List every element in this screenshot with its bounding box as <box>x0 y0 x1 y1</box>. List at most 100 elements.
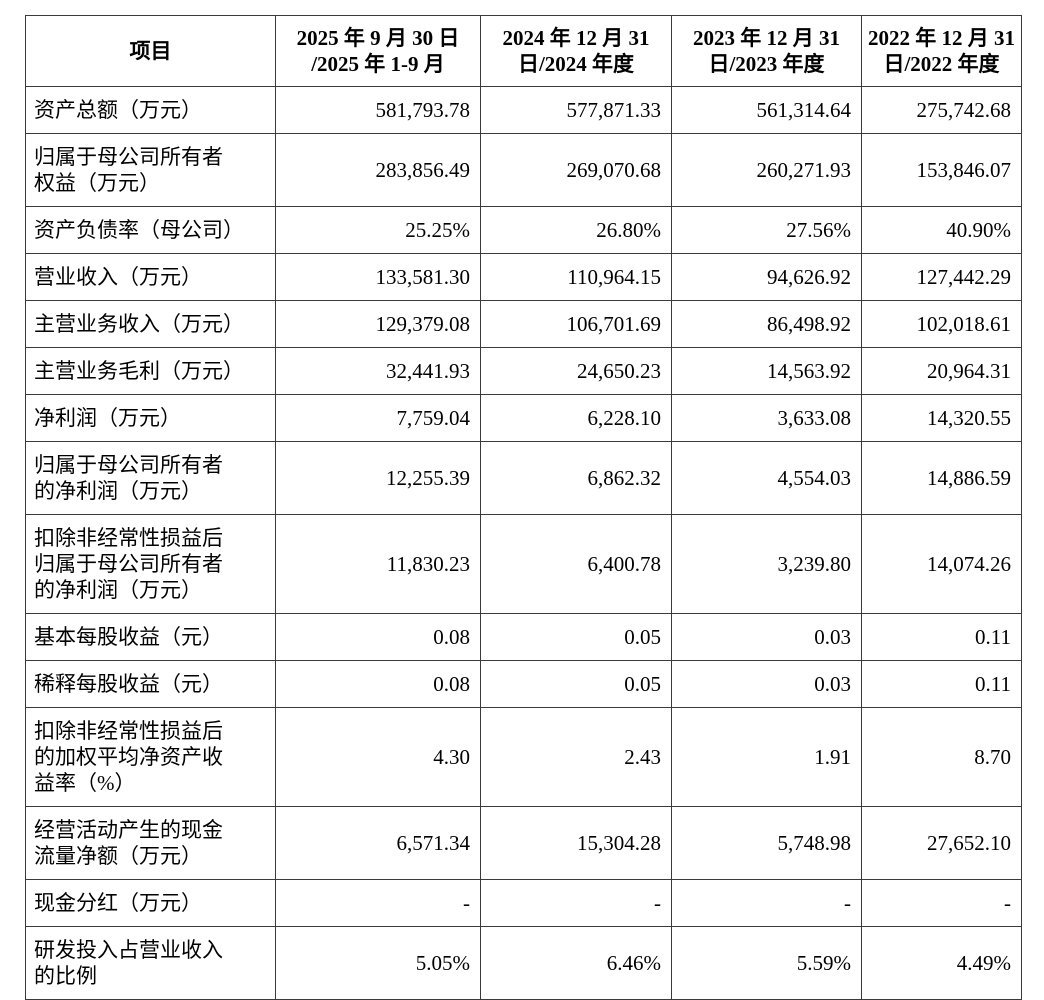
row-value: 4,554.03 <box>671 441 862 515</box>
period-column-header-4: 2022 年 12 月 31 日/2022 年度 <box>861 15 1022 87</box>
row-value: 15,304.28 <box>480 806 672 880</box>
row-label: 研发投入占营业收入 的比例 <box>25 926 276 1000</box>
financial-summary-table: 项目 2025 年 9 月 30 日 /2025 年 1-9 月 2024 年 12… <box>25 15 1022 1000</box>
table-row: 扣除非经常性损益后 归属于母公司所有者 的净利润（万元） 11,830.23 6,4… <box>25 514 1022 614</box>
row-label: 净利润（万元） <box>25 394 276 442</box>
row-value: 269,070.68 <box>480 133 672 207</box>
table-row: 资产总额（万元） 581,793.78 577,871.33 561,314.64 27… <box>25 86 1022 134</box>
row-value: 25.25% <box>275 206 481 254</box>
row-value: - <box>861 879 1022 927</box>
row-value: 275,742.68 <box>861 86 1022 134</box>
row-label: 资产负债率（母公司） <box>25 206 276 254</box>
row-value: 260,271.93 <box>671 133 862 207</box>
row-value: 3,633.08 <box>671 394 862 442</box>
row-value: 14,320.55 <box>861 394 1022 442</box>
period-column-header-3: 2023 年 12 月 31 日/2023 年度 <box>671 15 862 87</box>
row-value: 14,074.26 <box>861 514 1022 614</box>
row-value: 14,563.92 <box>671 347 862 395</box>
row-value: 6.46% <box>480 926 672 1000</box>
row-value: 27.56% <box>671 206 862 254</box>
table-row: 现金分红（万元） - - - - <box>25 879 1022 927</box>
row-value: 0.08 <box>275 660 481 708</box>
row-value: 127,442.29 <box>861 253 1022 301</box>
row-value: 133,581.30 <box>275 253 481 301</box>
row-value: 0.03 <box>671 660 862 708</box>
row-value: 561,314.64 <box>671 86 862 134</box>
table-body: 资产总额（万元） 581,793.78 577,871.33 561,314.64 27… <box>25 86 1022 1000</box>
row-value: 577,871.33 <box>480 86 672 134</box>
row-value: 4.49% <box>861 926 1022 1000</box>
table-row: 资产负债率（母公司） 25.25% 26.80% 27.56% 40.90% <box>25 206 1022 254</box>
row-value: 153,846.07 <box>861 133 1022 207</box>
table-row: 稀释每股收益（元） 0.08 0.05 0.03 0.11 <box>25 660 1022 708</box>
table-row: 扣除非经常性损益后 的加权平均净资产收 益率（%） 4.30 2.43 1.91 8.7… <box>25 707 1022 807</box>
row-label: 经营活动产生的现金 流量净额（万元） <box>25 806 276 880</box>
row-value: 32,441.93 <box>275 347 481 395</box>
row-value: 4.30 <box>275 707 481 807</box>
row-value: 0.08 <box>275 613 481 661</box>
table-row: 主营业务毛利（万元） 32,441.93 24,650.23 14,563.92 20,… <box>25 347 1022 395</box>
table-row: 研发投入占营业收入 的比例 5.05% 6.46% 5.59% 4.49% <box>25 926 1022 1000</box>
row-value: 20,964.31 <box>861 347 1022 395</box>
row-value: 6,862.32 <box>480 441 672 515</box>
row-value: 0.05 <box>480 660 672 708</box>
row-label: 基本每股收益（元） <box>25 613 276 661</box>
row-label: 归属于母公司所有者 的净利润（万元） <box>25 441 276 515</box>
row-value: 6,400.78 <box>480 514 672 614</box>
row-value: 2.43 <box>480 707 672 807</box>
row-label: 扣除非经常性损益后 归属于母公司所有者 的净利润（万元） <box>25 514 276 614</box>
row-value: 283,856.49 <box>275 133 481 207</box>
row-value: 1.91 <box>671 707 862 807</box>
table-header: 项目 2025 年 9 月 30 日 /2025 年 1-9 月 2024 年 12… <box>25 15 1022 87</box>
table-row: 归属于母公司所有者 的净利润（万元） 12,255.39 6,862.32 4,554… <box>25 441 1022 515</box>
row-label: 主营业务毛利（万元） <box>25 347 276 395</box>
row-value: 86,498.92 <box>671 300 862 348</box>
row-value: 129,379.08 <box>275 300 481 348</box>
table-row: 净利润（万元） 7,759.04 6,228.10 3,633.08 14,320.55 <box>25 394 1022 442</box>
row-value: 102,018.61 <box>861 300 1022 348</box>
period-column-header-2: 2024 年 12 月 31 日/2024 年度 <box>480 15 672 87</box>
table-row: 基本每股收益（元） 0.08 0.05 0.03 0.11 <box>25 613 1022 661</box>
row-value: 7,759.04 <box>275 394 481 442</box>
row-value: 0.05 <box>480 613 672 661</box>
row-value: 3,239.80 <box>671 514 862 614</box>
row-value: 27,652.10 <box>861 806 1022 880</box>
row-value: 5.05% <box>275 926 481 1000</box>
row-value: 0.03 <box>671 613 862 661</box>
row-label: 主营业务收入（万元） <box>25 300 276 348</box>
row-value: 110,964.15 <box>480 253 672 301</box>
row-value: 14,886.59 <box>861 441 1022 515</box>
row-value: 106,701.69 <box>480 300 672 348</box>
row-value: 5.59% <box>671 926 862 1000</box>
item-column-header: 项目 <box>25 15 276 87</box>
row-label: 归属于母公司所有者 权益（万元） <box>25 133 276 207</box>
table-row: 经营活动产生的现金 流量净额（万元） 6,571.34 15,304.28 5,748… <box>25 806 1022 880</box>
row-value: 94,626.92 <box>671 253 862 301</box>
row-value: 0.11 <box>861 613 1022 661</box>
row-value: 40.90% <box>861 206 1022 254</box>
row-value: 6,571.34 <box>275 806 481 880</box>
table-row: 主营业务收入（万元） 129,379.08 106,701.69 86,498.92 1… <box>25 300 1022 348</box>
row-value: 24,650.23 <box>480 347 672 395</box>
row-label: 现金分红（万元） <box>25 879 276 927</box>
row-value: 0.11 <box>861 660 1022 708</box>
row-label: 扣除非经常性损益后 的加权平均净资产收 益率（%） <box>25 707 276 807</box>
row-value: 11,830.23 <box>275 514 481 614</box>
row-value: 26.80% <box>480 206 672 254</box>
row-value: - <box>275 879 481 927</box>
row-value: 581,793.78 <box>275 86 481 134</box>
row-label: 资产总额（万元） <box>25 86 276 134</box>
row-value: - <box>671 879 862 927</box>
table-row: 归属于母公司所有者 权益（万元） 283,856.49 269,070.68 260,… <box>25 133 1022 207</box>
row-value: 8.70 <box>861 707 1022 807</box>
row-value: - <box>480 879 672 927</box>
row-label: 稀释每股收益（元） <box>25 660 276 708</box>
row-label: 营业收入（万元） <box>25 253 276 301</box>
row-value: 5,748.98 <box>671 806 862 880</box>
row-value: 6,228.10 <box>480 394 672 442</box>
header-row: 项目 2025 年 9 月 30 日 /2025 年 1-9 月 2024 年 12… <box>25 15 1022 87</box>
table-row: 营业收入（万元） 133,581.30 110,964.15 94,626.92 127… <box>25 253 1022 301</box>
period-column-header-1: 2025 年 9 月 30 日 /2025 年 1-9 月 <box>275 15 481 87</box>
row-value: 12,255.39 <box>275 441 481 515</box>
